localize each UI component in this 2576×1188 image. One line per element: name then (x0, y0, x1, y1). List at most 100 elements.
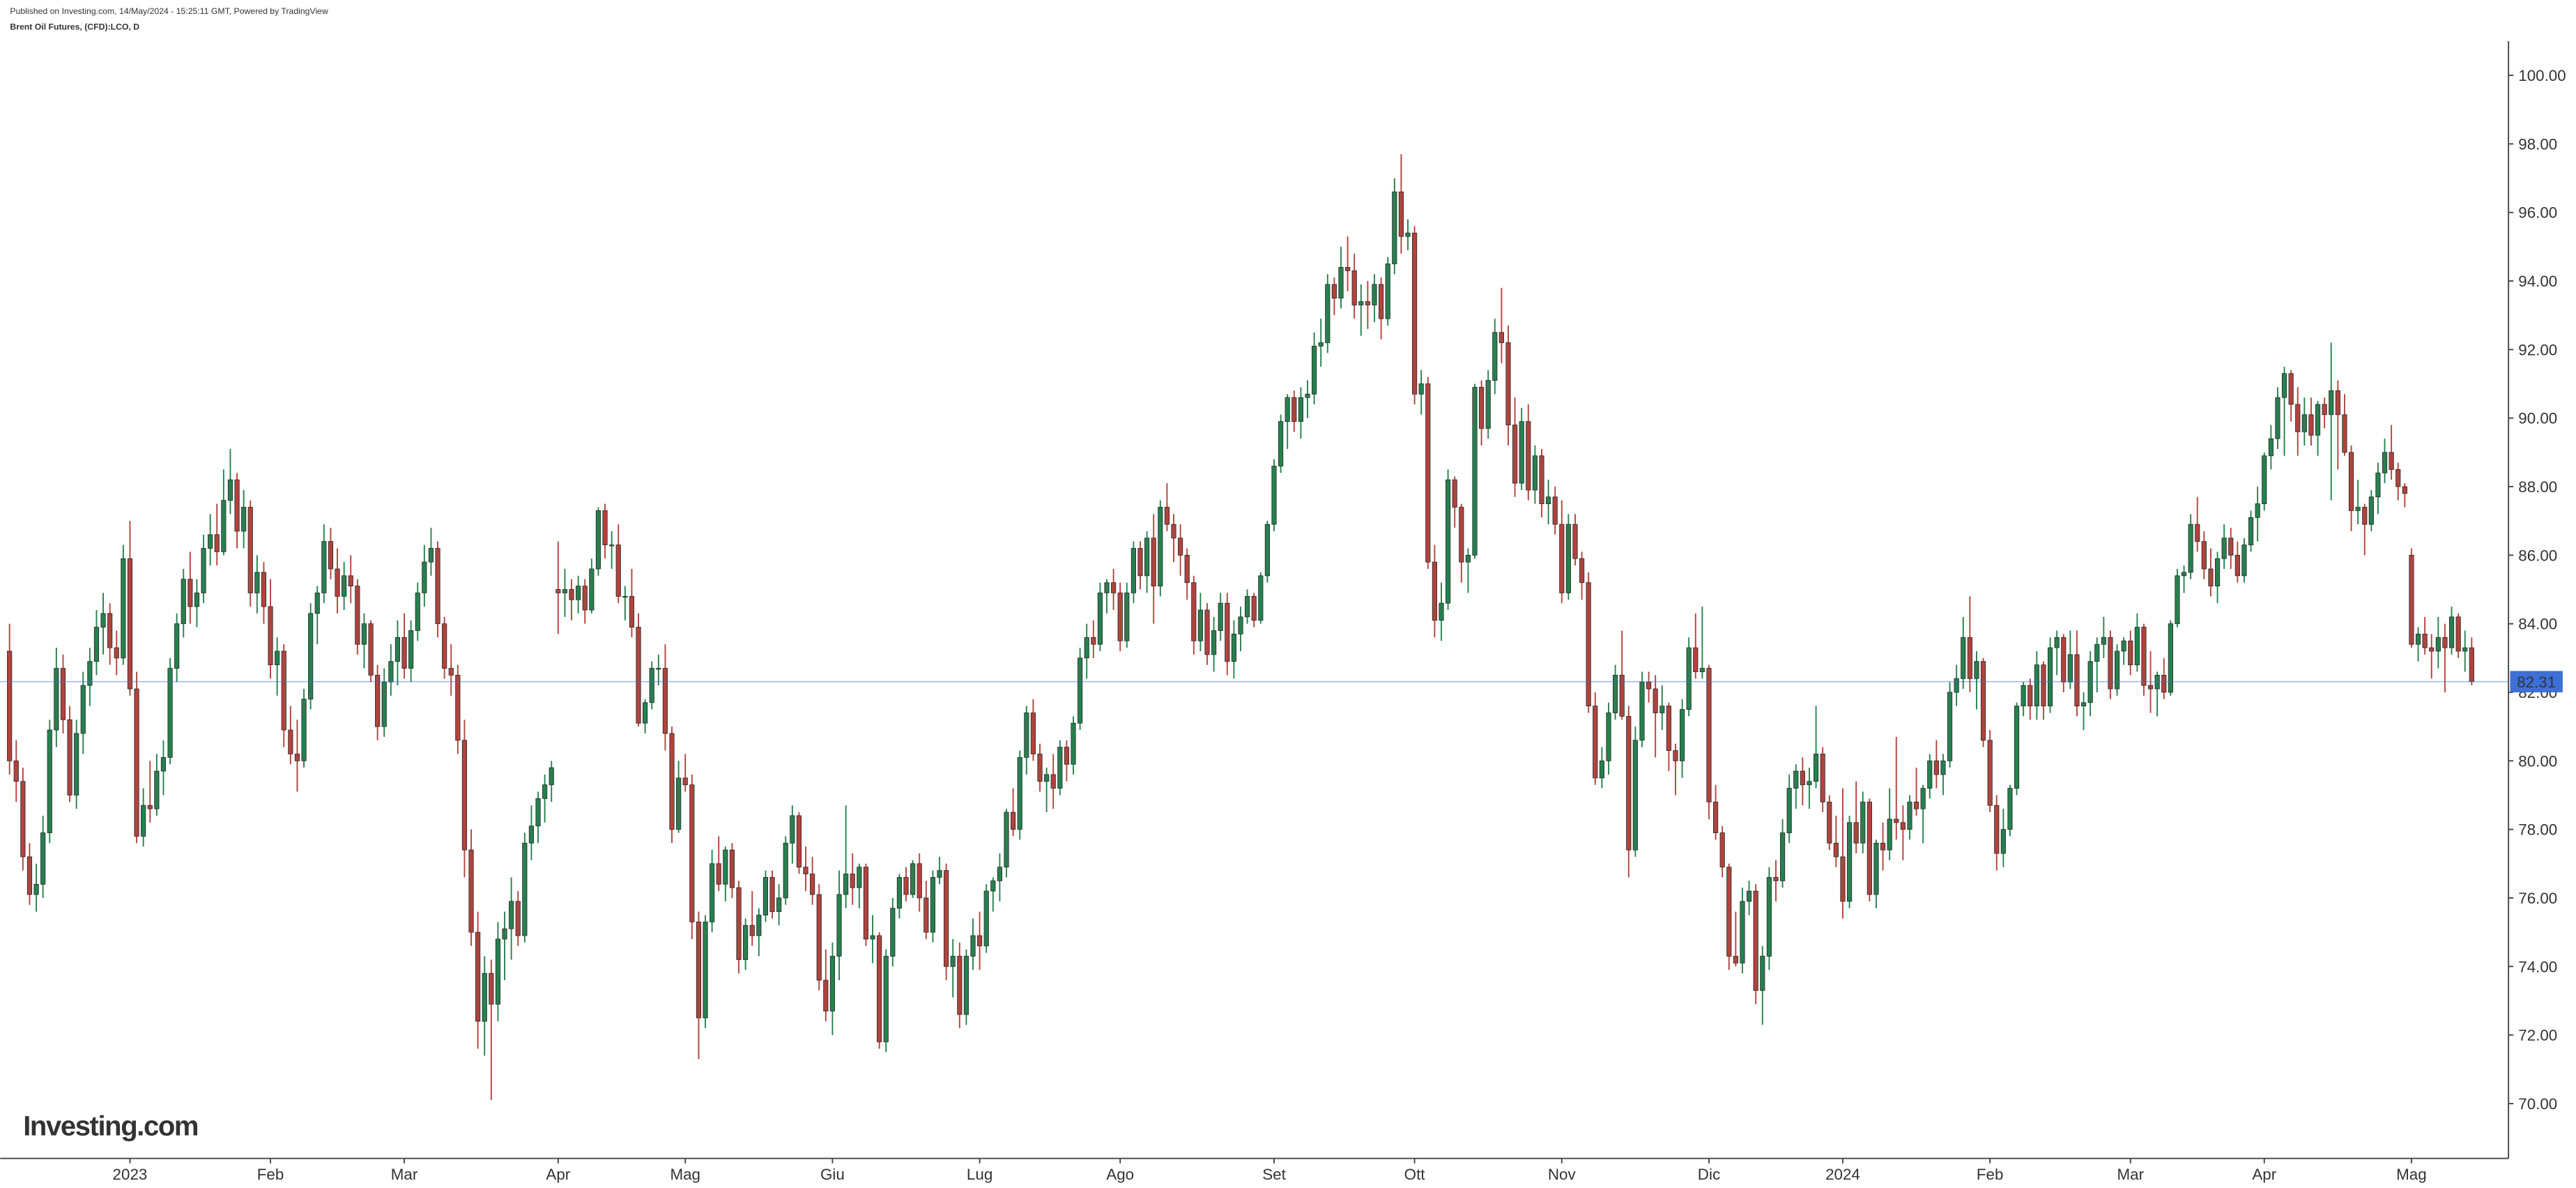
x-tick-label: Mar (2117, 1166, 2144, 1183)
candle-body (2322, 404, 2327, 416)
candle-body (1860, 801, 1866, 844)
candle-body (301, 699, 307, 761)
y-tick-label: 84.00 (2518, 616, 2557, 633)
candle-body (1037, 754, 1043, 782)
candle-body (1385, 264, 1390, 319)
candle-body (1278, 421, 1284, 466)
candle-body (2255, 503, 2260, 518)
candle-body (1920, 788, 1926, 809)
candle-body (535, 798, 541, 827)
candle-body (67, 719, 72, 795)
candle-body (1773, 877, 1779, 881)
candle-body (957, 956, 963, 1015)
candle-body (796, 815, 802, 868)
candle-body (1452, 479, 1457, 508)
candle-body (1111, 582, 1117, 593)
candle-body (2389, 452, 2394, 470)
candle-body (1412, 232, 1418, 395)
candle-body (127, 558, 133, 690)
candle-body (1392, 191, 1397, 264)
candle-body (1519, 421, 1524, 484)
candle-body (1766, 877, 1772, 957)
candle-body (2027, 685, 2033, 707)
candle-body (13, 760, 19, 782)
candle-body (1800, 770, 1805, 786)
candle-body (1559, 524, 1565, 593)
candle-body (147, 805, 153, 809)
candle-body (2329, 390, 2334, 416)
candle-body (696, 921, 702, 1019)
candle-body (2295, 404, 2301, 432)
candle-body (689, 784, 695, 922)
candle-body (515, 901, 521, 936)
candle-body (2469, 647, 2474, 683)
candle-body (723, 849, 728, 885)
candle-body (990, 880, 996, 892)
candle-body (1653, 688, 1658, 713)
candle-body (442, 623, 447, 669)
candle-body (489, 973, 494, 1005)
candle-body (710, 863, 715, 922)
candle-body (1004, 812, 1009, 868)
candle-body (1084, 637, 1089, 659)
candle-body (622, 595, 628, 598)
candle-body (762, 877, 769, 915)
candle-body (121, 558, 126, 659)
candle-body (910, 863, 916, 895)
candle-body (1679, 709, 1685, 761)
candle-body (1137, 548, 1143, 577)
candle-body (1318, 342, 1324, 346)
candle-body (2047, 647, 2053, 707)
candle-body (141, 805, 146, 837)
candle-body (1164, 507, 1170, 525)
candle-body (1967, 637, 1972, 679)
candle-body (1753, 890, 1758, 991)
candle-body (2234, 554, 2240, 577)
candle-body (1900, 822, 1906, 830)
candle-body (1446, 479, 1451, 604)
candle-body (950, 956, 956, 967)
candle-body (923, 897, 929, 933)
candle-body (20, 781, 26, 858)
candle-body (328, 541, 334, 570)
y-tick-label: 90.00 (2518, 410, 2557, 427)
candle-body (963, 956, 969, 1015)
candle-body (2308, 414, 2314, 436)
candle-body (2134, 627, 2140, 666)
candle-body (187, 579, 193, 607)
candle-body (662, 668, 668, 734)
candle-body (2422, 633, 2428, 648)
candle-body (1345, 266, 1351, 271)
y-tick-label: 74.00 (2518, 958, 2557, 975)
candle-body (1331, 284, 1337, 299)
candle-body (1539, 455, 1544, 505)
candle-body (643, 702, 648, 724)
candle-body (803, 867, 808, 874)
candle-body (254, 572, 260, 593)
candle-body (1933, 760, 1939, 775)
candle-body (348, 575, 353, 586)
candle-body (214, 534, 220, 552)
candle-body (1372, 284, 1377, 305)
candle-body (448, 668, 454, 676)
candle-body (2041, 664, 2046, 707)
candle-body (1779, 832, 1786, 881)
candle-body (2121, 640, 2126, 652)
candle-body (1813, 754, 1819, 782)
candle-body (1478, 387, 1485, 429)
candle-body (1439, 602, 1444, 621)
candle-body (595, 510, 601, 570)
candle-body (1158, 507, 1163, 586)
candle-body (997, 867, 1003, 881)
candle-body (74, 733, 79, 795)
x-tick-label: Apr (2252, 1166, 2276, 1183)
candle-body (1913, 801, 1919, 809)
candle-body (1666, 706, 1671, 751)
x-tick-label: 2024 (1825, 1166, 1860, 1183)
x-tick-label: Nov (1548, 1166, 1577, 1183)
candle-body (482, 973, 487, 1022)
candle-body (435, 548, 440, 625)
candle-body (1459, 507, 1464, 563)
candle-body (549, 767, 554, 786)
